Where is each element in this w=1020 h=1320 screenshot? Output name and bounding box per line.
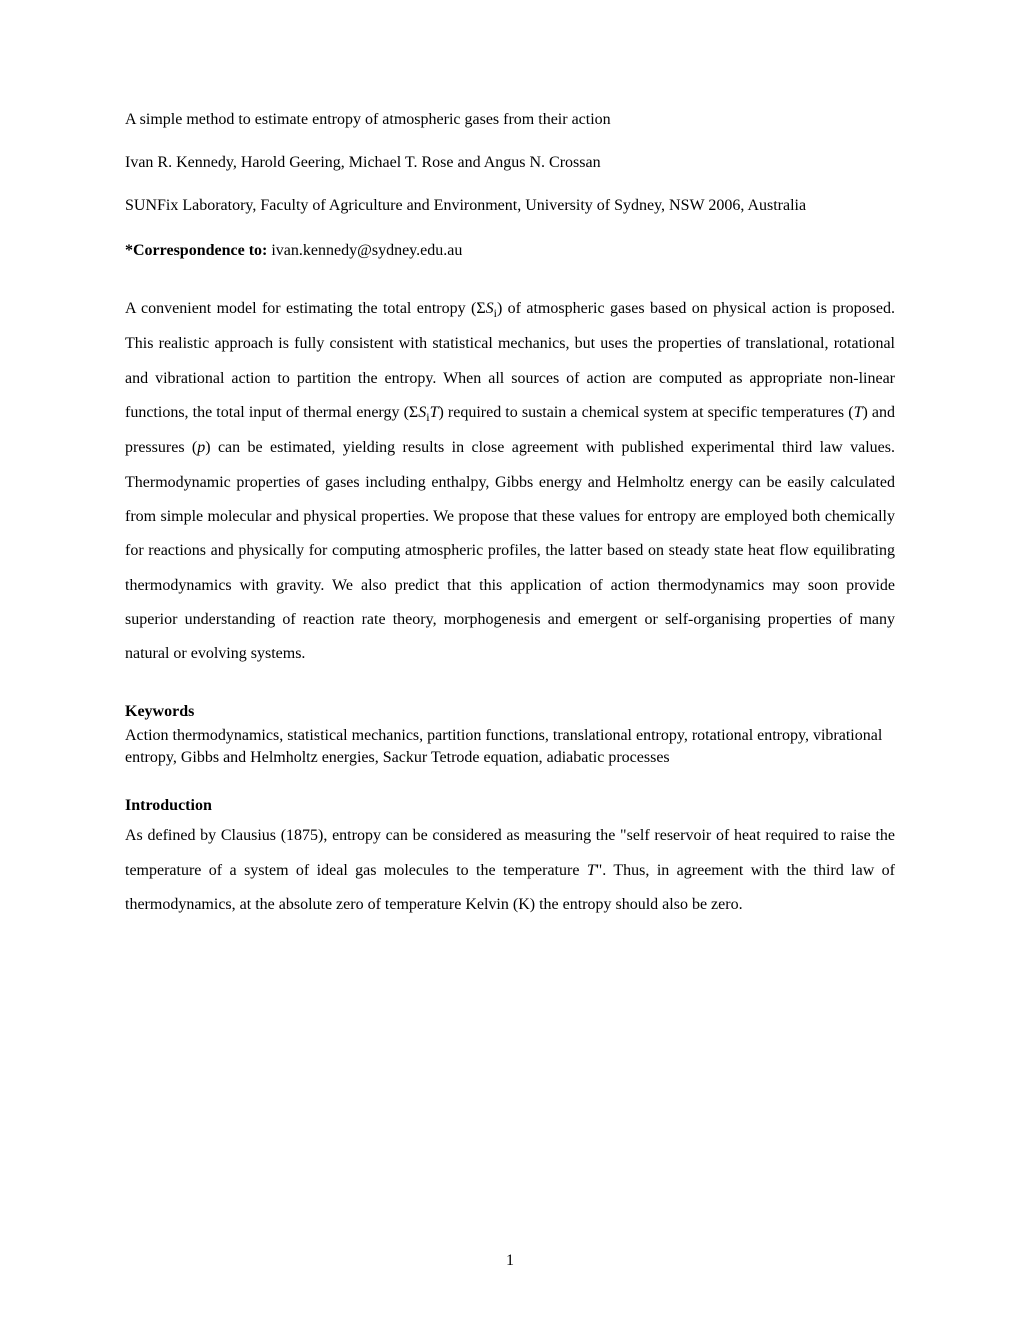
correspondence-email: ivan.kennedy@sydney.edu.au — [271, 242, 462, 259]
introduction-heading: Introduction — [125, 796, 895, 815]
abstract-part3: ) required to sustain a chemical system … — [438, 404, 853, 421]
paper-affiliation: SUNFix Laboratory, Faculty of Agricultur… — [125, 196, 895, 217]
abstract-symbol-S1: S — [486, 300, 494, 317]
correspondence-label: *Correspondence to: — [125, 242, 267, 259]
keywords-content: Action thermodynamics, statistical mecha… — [125, 725, 895, 768]
paper-title: A simple method to estimate entropy of a… — [125, 110, 895, 129]
page-number: 1 — [0, 1251, 1020, 1270]
abstract-part1: A convenient model for estimating the to… — [125, 300, 486, 317]
abstract-part2: ) of atmospheric gases based on physical… — [125, 300, 895, 421]
keywords-heading: Keywords — [125, 702, 895, 721]
correspondence-line: *Correspondence to: ivan.kennedy@sydney.… — [125, 241, 895, 260]
abstract-text: A convenient model for estimating the to… — [125, 292, 895, 671]
abstract-part5: ) can be estimated, yielding results in … — [125, 439, 895, 662]
introduction-text: As defined by Clausius (1875), entropy c… — [125, 819, 895, 922]
intro-symbol-T: T — [587, 862, 596, 879]
paper-authors: Ivan R. Kennedy, Harold Geering, Michael… — [125, 153, 895, 172]
